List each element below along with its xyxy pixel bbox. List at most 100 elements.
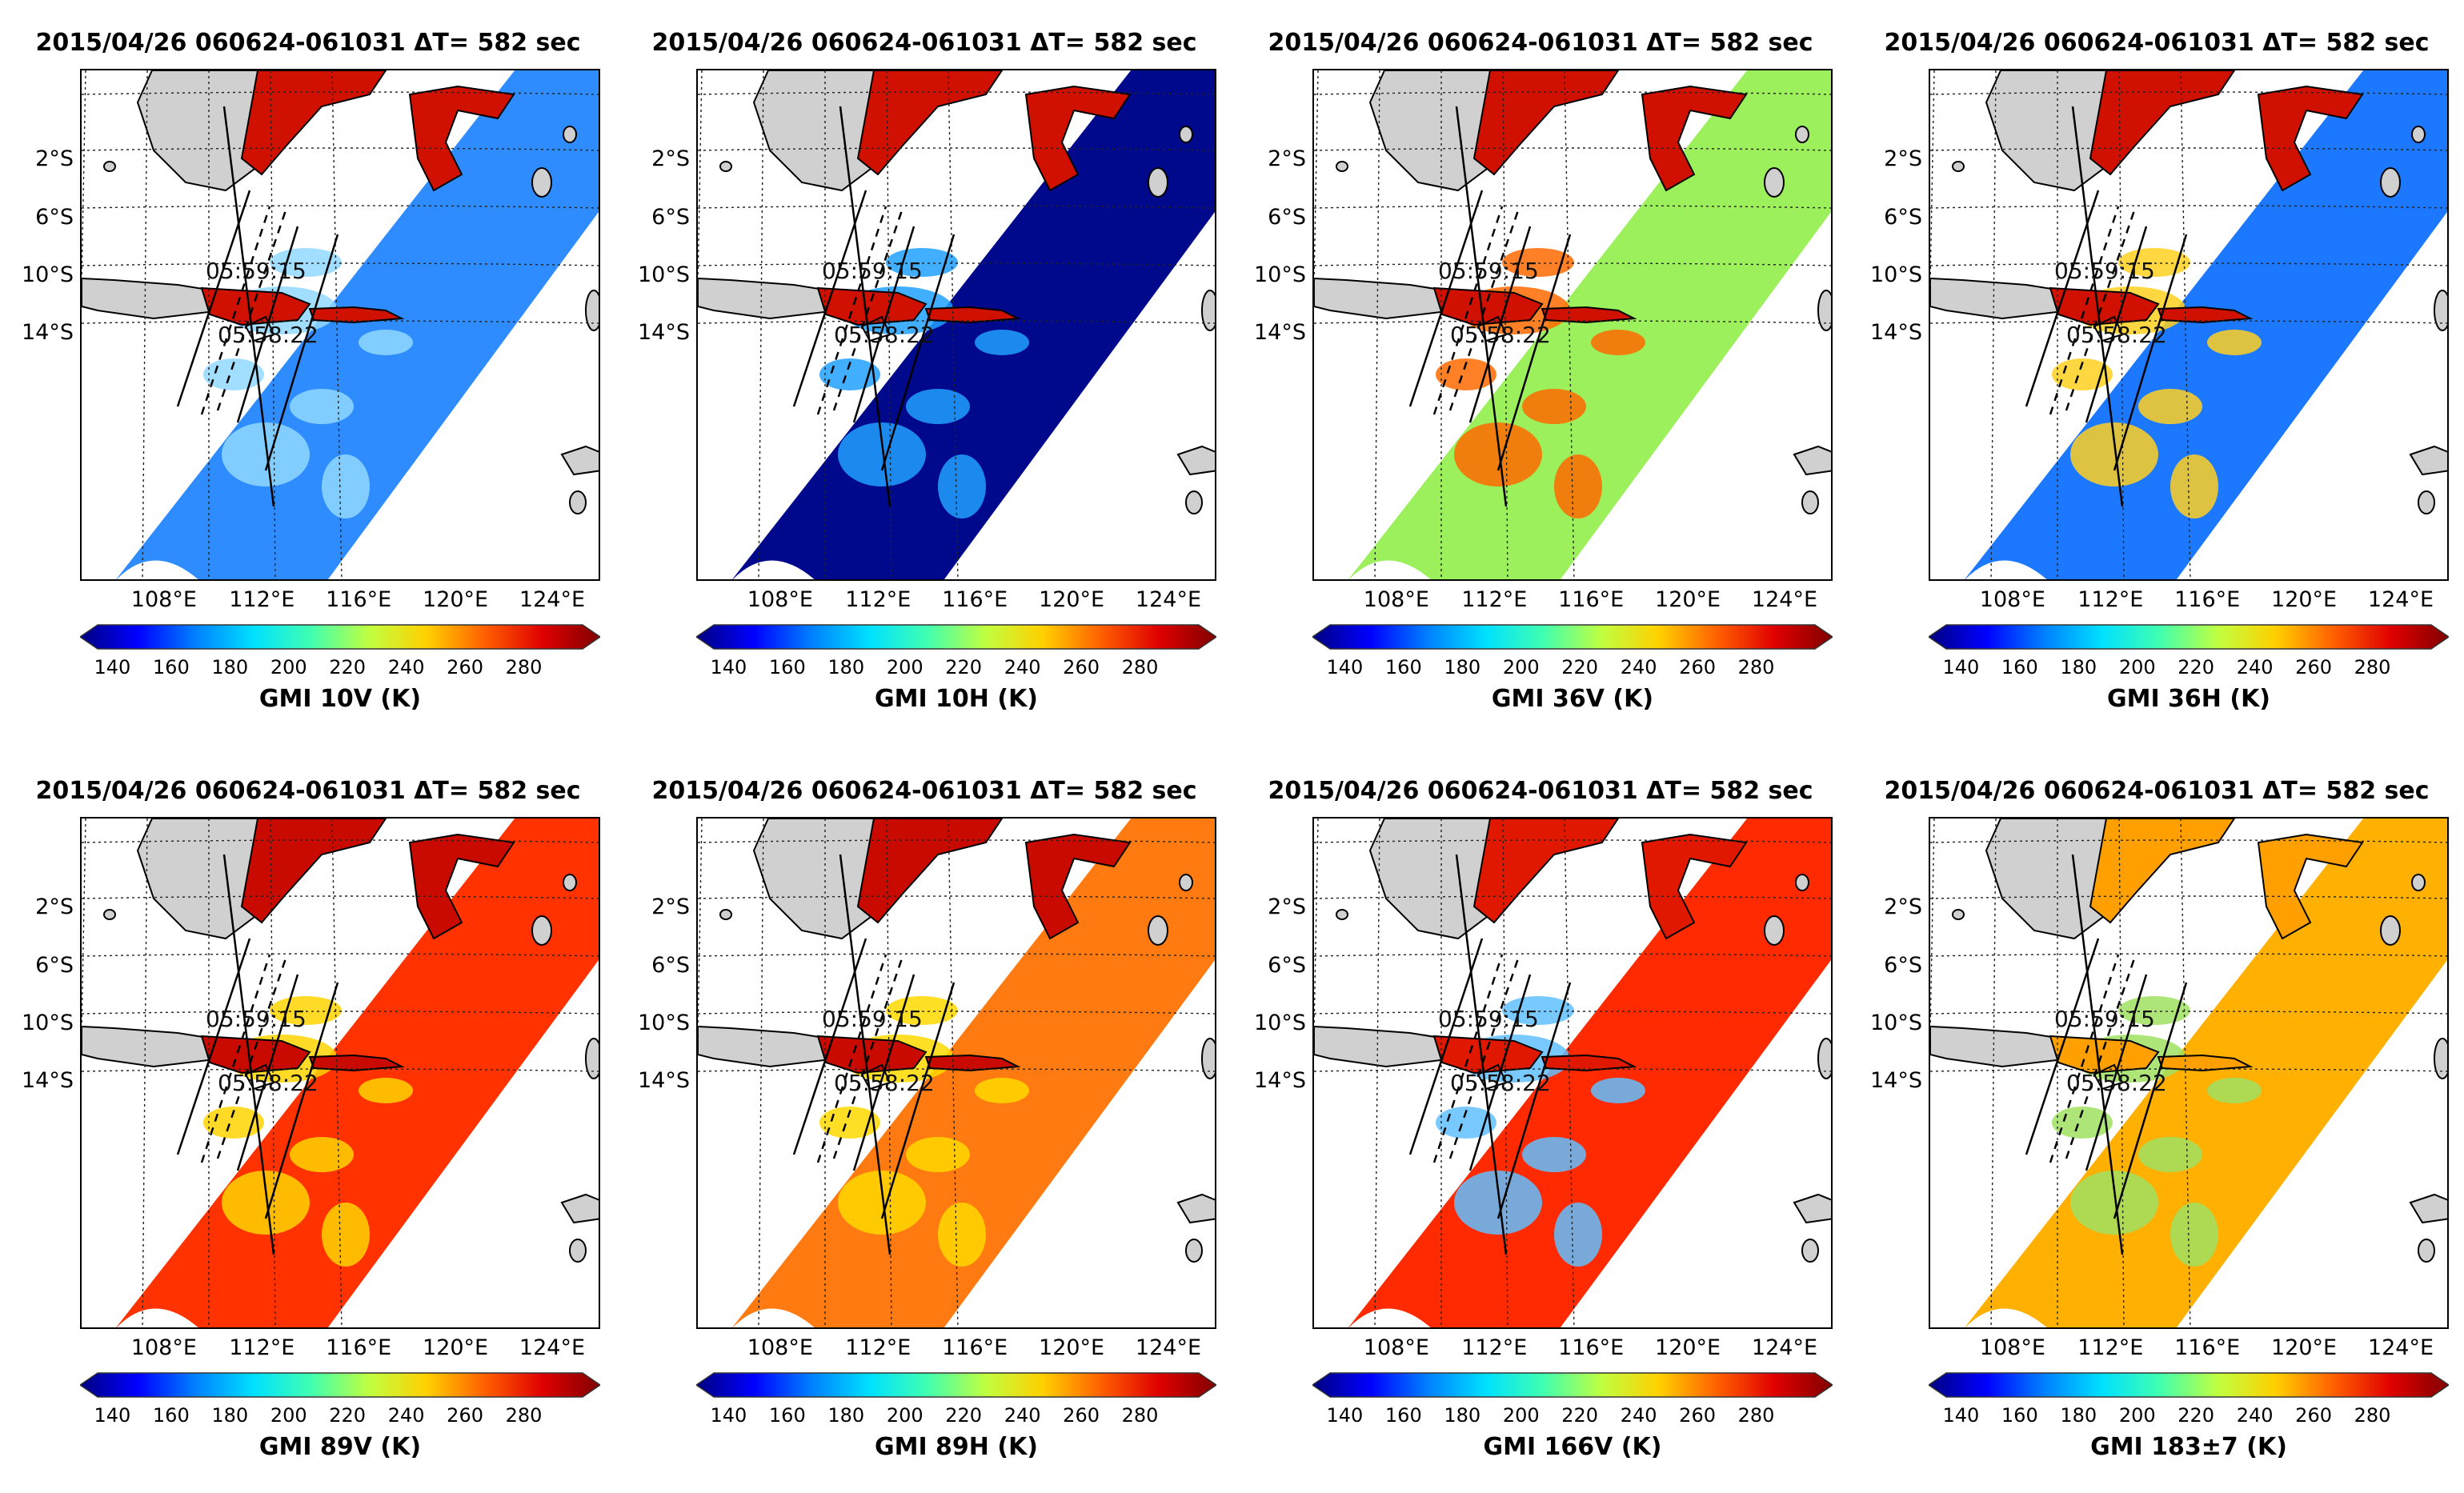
lon-label: 112°E [229, 587, 295, 612]
colorbar-tick: 240 [2236, 656, 2274, 678]
colorbar-tick: 180 [1444, 1404, 1481, 1427]
lat-label: 10°S [1870, 262, 1922, 287]
map-plot: 05:59:15 05:58:22 [696, 817, 1216, 1329]
colorbar-tick: 180 [211, 1404, 249, 1427]
lon-label: 120°E [1039, 1335, 1105, 1360]
flight-track [1432, 206, 1504, 415]
parallel [82, 147, 599, 151]
land-outside-swath [2409, 1193, 2447, 1224]
brightness-anomaly [2070, 422, 2158, 486]
parallel [1314, 953, 1831, 957]
island [2380, 915, 2401, 946]
lat-label: 2°S [1884, 895, 1922, 919]
panel-title: 2015/04/26 060624-061031 ΔT= 582 sec [35, 29, 581, 57]
lon-label: 120°E [1655, 1335, 1721, 1360]
land-inside-swath [1432, 286, 1544, 326]
colorbar-tick: 180 [827, 656, 865, 678]
brightness-anomaly [1554, 1203, 1602, 1267]
colorbar-tick: 160 [768, 656, 806, 678]
colorbar-tick: 280 [1121, 656, 1159, 678]
land-inside-swath [924, 1054, 1021, 1072]
time-annotation-1: 05:59:15 [206, 258, 306, 284]
flight-track [1408, 190, 1484, 407]
lon-label: 116°E [942, 1335, 1008, 1360]
map-canvas: 05:59:15 05:58:22 [1930, 70, 2447, 579]
flight-track [236, 226, 299, 423]
meridian [1930, 70, 1935, 314]
colorbar-tick: 220 [2178, 656, 2215, 678]
colorbar-tick: 260 [2295, 1404, 2332, 1427]
meridian [758, 819, 764, 1327]
colorbar-tick: 140 [94, 1404, 131, 1427]
colorbar-tick: 240 [1620, 1404, 1657, 1427]
island [1148, 167, 1168, 198]
flight-track [1496, 234, 1572, 471]
panel-10v: 2015/04/26 060624-061031 ΔT= 582 sec 05:5… [0, 0, 616, 744]
land-inside-swath [2257, 85, 2364, 192]
land-inside-swath [408, 85, 515, 192]
lat-label: 14°S [1254, 1068, 1306, 1093]
flight-track [176, 190, 251, 407]
land-outside-swath [1930, 1025, 2072, 1068]
island [531, 167, 552, 198]
parallel [1930, 1011, 2447, 1015]
lat-label: 2°S [35, 895, 74, 919]
parallel [1314, 1068, 1831, 1072]
land-outside-swath [560, 445, 599, 476]
brightness-anomaly [2170, 1203, 2218, 1267]
map-canvas: 05:59:15 05:58:22 [82, 70, 599, 579]
lon-label: 116°E [942, 587, 1008, 612]
island [1201, 1038, 1215, 1079]
colorbar-tick: 200 [2118, 656, 2156, 678]
island [2411, 874, 2426, 891]
lon-label: 108°E [130, 1335, 197, 1360]
island [1795, 126, 1809, 143]
brightness-anomaly [2170, 454, 2218, 518]
lat-label: 2°S [651, 895, 690, 919]
parallel [1314, 320, 1831, 324]
colorbar [1312, 624, 1833, 650]
colorbar-tick: 220 [1561, 656, 1599, 678]
land-outside-swath [1793, 445, 1831, 476]
land-outside-swath [2409, 445, 2447, 476]
colorbar-tick: 260 [1679, 656, 1716, 678]
lon-label: 112°E [845, 587, 911, 612]
brightness-anomaly [2207, 1078, 2262, 1103]
colorbar-tick: 140 [710, 656, 747, 678]
brightness-anomaly [838, 422, 926, 486]
land-outside-swath [82, 1025, 223, 1068]
panel-title: 2015/04/26 060624-061031 ΔT= 582 sec [35, 777, 581, 805]
meridian [1314, 70, 1319, 314]
island [585, 1038, 599, 1079]
time-annotation-2: 05:58:22 [218, 322, 319, 348]
flight-track [222, 106, 275, 507]
map-plot: 05:59:15 05:58:22 [1929, 817, 2449, 1329]
colorbar-tick: 180 [1444, 656, 1481, 678]
lat-label: 10°S [638, 1011, 690, 1035]
panel-10h: 2015/04/26 060624-061031 ΔT= 582 sec 05:5… [616, 0, 1232, 744]
parallel [82, 1068, 599, 1072]
panel-36v: 2015/04/26 060624-061031 ΔT= 582 sec 05:5… [1232, 0, 1849, 744]
lat-label: 2°S [651, 146, 690, 171]
lat-label: 2°S [1268, 146, 1306, 171]
colorbar-tick: 220 [2178, 1404, 2215, 1427]
lat-label: 6°S [1884, 205, 1922, 230]
meridian [1314, 819, 1319, 1063]
parallel [698, 147, 1215, 151]
lat-label: 6°S [1268, 953, 1306, 978]
flight-track [2049, 954, 2120, 1163]
brightness-anomaly [270, 996, 342, 1025]
brightness-anomaly [2118, 248, 2190, 277]
land-inside-swath [1432, 1035, 1544, 1075]
lon-label: 124°E [1751, 587, 1818, 612]
panel-183: 2015/04/26 060624-061031 ΔT= 582 sec 05:5… [1849, 748, 2464, 1492]
colorbar-tick: 200 [886, 1404, 923, 1427]
colorbar-tick: 160 [152, 656, 190, 678]
brightness-anomaly [938, 1203, 986, 1267]
meridian [1374, 819, 1380, 1327]
parallel [82, 205, 599, 209]
lat-label: 6°S [651, 953, 690, 978]
brightness-anomaly [975, 1078, 1029, 1103]
meridian [1502, 70, 1508, 579]
brightness-anomaly [290, 389, 354, 424]
